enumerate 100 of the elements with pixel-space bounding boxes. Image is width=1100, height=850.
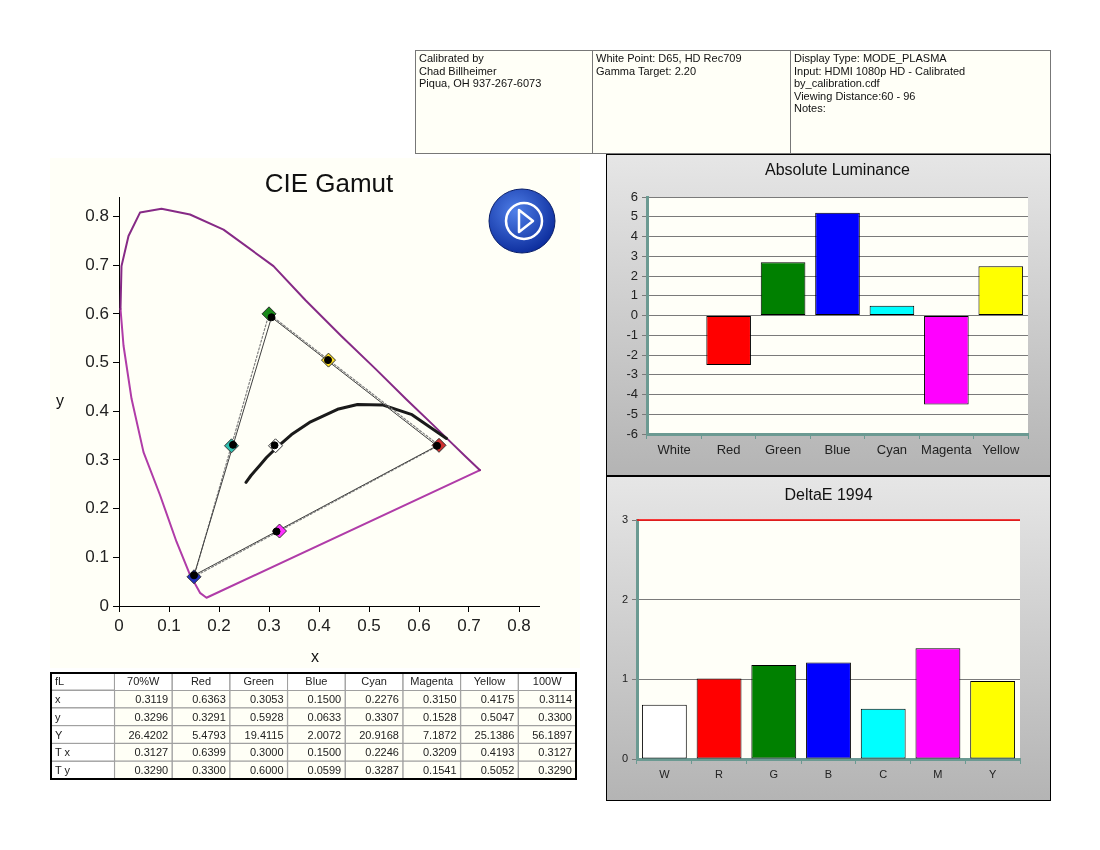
x-tick-label: 0.8 [507,615,531,635]
data-label: 19.4115 [244,728,284,741]
x-tick-label: Magenta [921,442,973,458]
text: Calibrated by Chad Billheimer Piqua, OH 937-267-6073 [415,50,593,154]
chart-title: DeltaE 1994 [784,486,873,504]
data-label: 0.4175 [480,692,515,705]
x-tick-label: 0.2 [207,615,231,635]
y-tick-label: Y [55,728,63,741]
x-tick-label: Red [716,442,741,458]
data-label: 26.4202 [128,728,169,741]
x-tick-label: Magenta [410,675,455,688]
y-tick-label: 6 [630,188,638,204]
data-label: 56.1897 [532,728,572,741]
chart-title: Absolute Luminance [765,161,911,179]
data-label: 0.2276 [365,692,399,705]
y-tick-label: 0.6 [85,303,109,323]
x-tick-label: Green [765,442,802,458]
data-label: 0.3114 [539,692,572,705]
data-label: 0.3119 [135,692,169,705]
y-tick-label: -4 [626,386,638,402]
x-tick-label: Yellow [982,442,1020,458]
data-label: 0.3127 [538,746,572,759]
x-tick-label: B [824,767,833,780]
x-tick-label: 0.4 [307,615,331,635]
data-label: 0.1500 [307,692,342,705]
data-label: 0.6399 [192,746,226,759]
data-label: 0.0599 [307,764,342,777]
y-tick-label: 0.2 [85,498,109,518]
x-tick-label: Blue [305,675,328,688]
data-label: 0.3300 [192,764,226,777]
text: White Point: D65, HD Rec709 Gamma Target: 2.20 [593,50,791,154]
data-label: 0.5052 [480,764,515,777]
y-tick-label: 3 [630,247,638,263]
data-label: 0.6000 [249,764,284,777]
y-tick-label: 0.5 [85,352,109,372]
y-tick-label: -3 [626,366,638,382]
x-tick-label: 100W [532,675,563,688]
data-label: 7.1872 [422,728,457,741]
data-label: 0.5928 [249,710,284,723]
data-label: 0.3291 [192,710,226,723]
x-tick-label: 0.3 [257,615,281,635]
data-label: 0.3000 [249,746,284,759]
data-label: 0.3290 [538,764,572,777]
data-label: 20.9168 [359,728,399,741]
y-tick-label: 5 [630,208,638,224]
data-label: 0.6363 [192,692,226,705]
y-tick-label: T x [55,746,71,759]
x-tick-label: Green [243,675,274,688]
data-label: 0.0633 [307,710,342,723]
x-tick-label: G [769,767,779,780]
x-tick-label: Yellow [473,675,506,688]
x-tick-label: M [933,767,943,780]
x-tick-label: Cyan [361,675,387,688]
x-tick-label: 70%W [127,675,161,688]
data-label: 0.3150 [422,692,457,705]
y-tick-label: -1 [626,326,638,342]
data-label: 0.1541 [422,764,457,777]
chart-title: CIE Gamut [264,168,395,199]
data-label: 0.5047 [480,710,515,723]
y-tick-label: 0 [621,752,628,765]
data-label: 0.2246 [365,746,399,759]
data-label: 0.1500 [307,746,342,759]
y-tick-label: 4 [630,228,638,244]
y-tick-label: 1 [621,672,628,685]
y-tick-label: 2 [621,592,628,605]
x-tick-label: R [715,767,724,780]
data-label: 0.3127 [134,746,169,759]
data-label: 0.3300 [538,710,572,723]
x-axis-title: x [311,648,319,666]
y-tick-label: 0.8 [85,206,109,226]
y-tick-label: -2 [626,346,638,362]
y-tick-label: 0.4 [85,400,109,420]
y-tick-label: x [55,692,61,705]
data-label: 0.3296 [134,710,169,723]
data-label: 0.3287 [365,764,399,777]
x-tick-label: White [657,442,691,458]
text: Display Type: MODE_PLASMA Input: HDMI 1080p HD - Calibrated by_calibration.cdf Viewing Distance:60 - 96 Notes: [791,50,1051,154]
y-tick-label: 0.1 [85,547,109,566]
x-tick-label: 0 [114,615,124,635]
y-tick-label: 0 [630,307,638,323]
x-tick-label: W [659,767,671,780]
x-tick-label: 0.5 [357,615,381,635]
data-label: 0.3053 [249,692,284,705]
x-tick-label: Red [190,675,212,688]
y-tick-label: y [55,710,61,723]
y-tick-label: T y [55,764,71,777]
data-label: 0.3307 [365,710,399,723]
data-label: 5.4793 [192,728,226,741]
data-label: 0.4193 [480,746,515,759]
y-tick-label: 3 [621,513,628,526]
y-tick-label: 1 [630,287,638,303]
x-tick-label: 0.6 [407,615,431,635]
x-tick-label: Y [988,767,997,780]
y-tick-label: -6 [626,425,638,441]
x-tick-label: 0.1 [157,615,181,635]
data-label: 0.3290 [134,764,169,777]
x-tick-label: 0.7 [457,615,481,635]
y-tick-label: 0 [99,595,109,615]
y-axis-title: fL [55,675,65,688]
x-tick-label: Cyan [876,442,908,458]
